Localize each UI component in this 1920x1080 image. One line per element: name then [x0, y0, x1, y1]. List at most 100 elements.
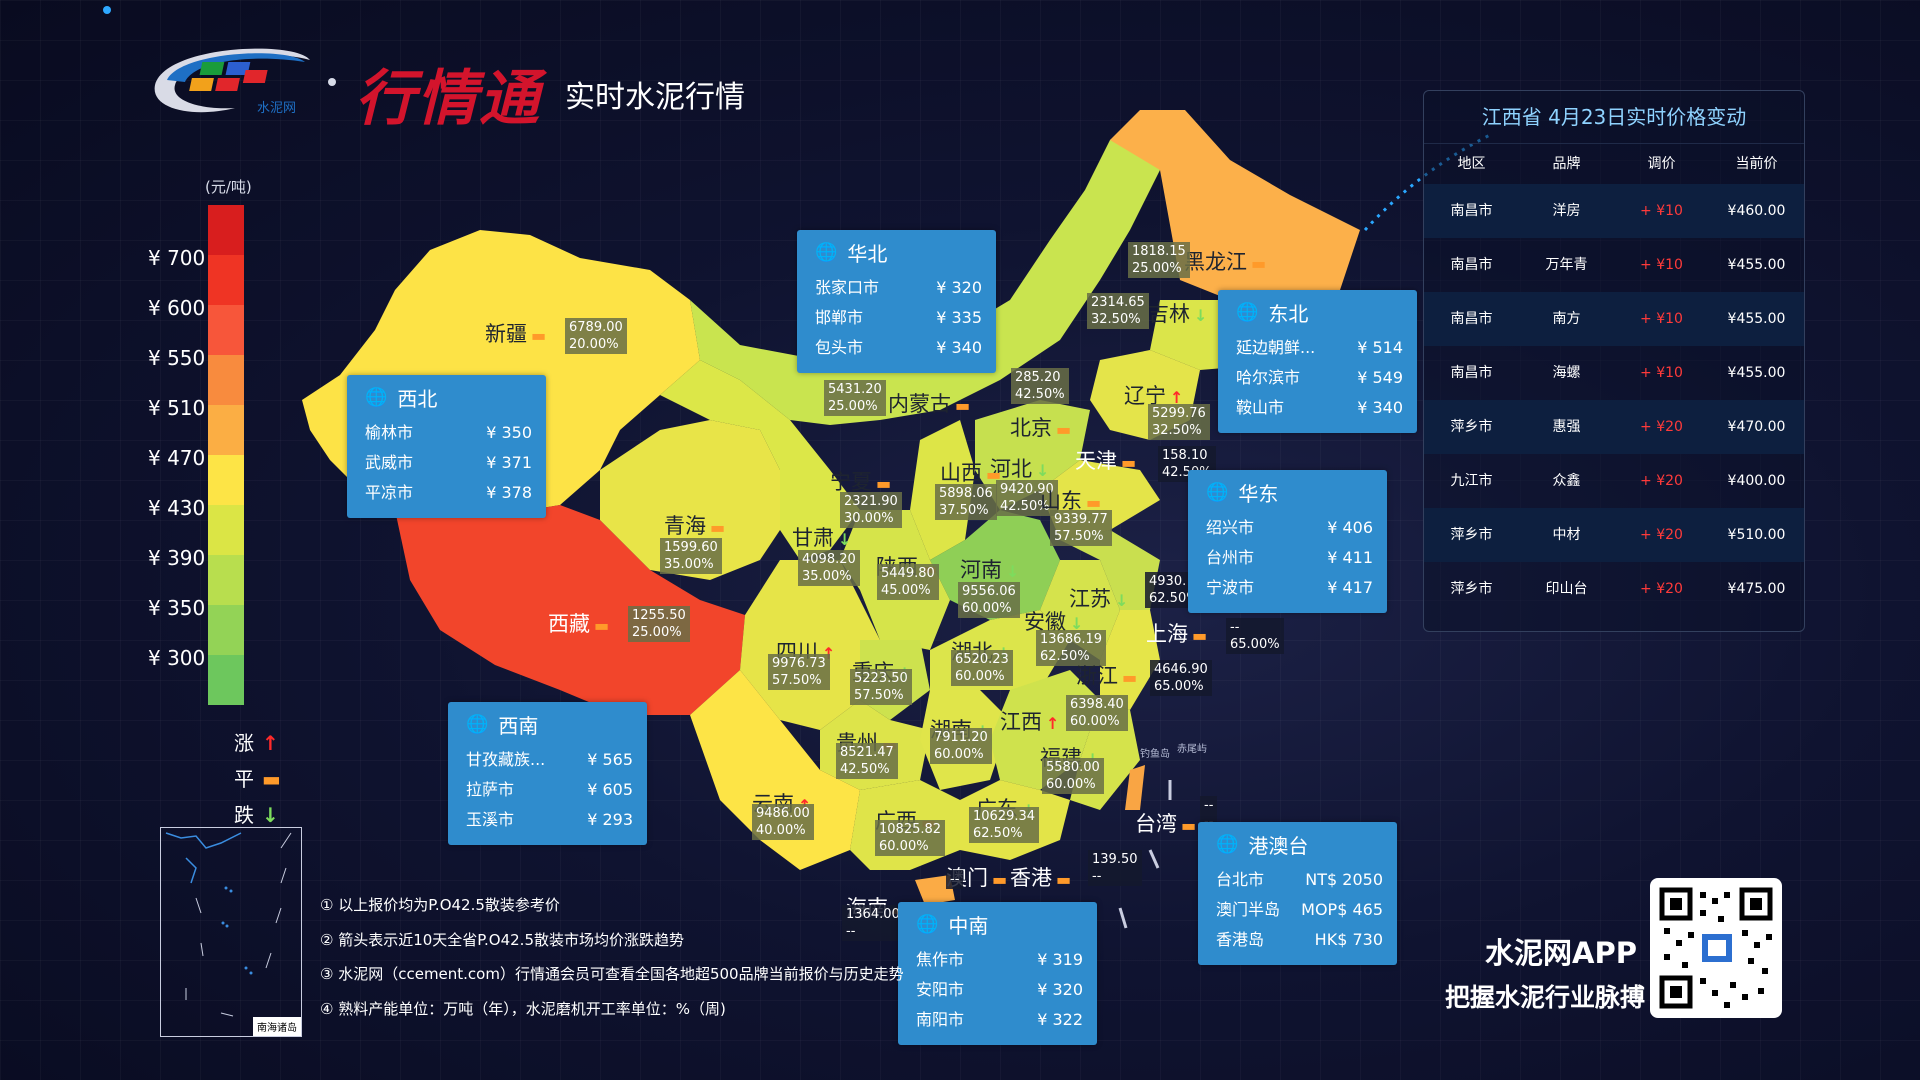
province-label[interactable]: 甘肃 ↓: [792, 526, 852, 550]
province-label[interactable]: 台湾 ▬: [1135, 812, 1197, 836]
legend-tick-label: ¥ 600: [148, 296, 206, 320]
region-row: 哈尔滨市 ¥ 549: [1236, 368, 1403, 387]
globe-icon: 🌐: [466, 714, 489, 735]
region-box-zhongnan[interactable]: 🌐 中南 焦作市 ¥ 319 安阳市 ¥ 320 南阳市 ¥ 322: [898, 902, 1097, 1045]
table-row[interactable]: 萍乡市 印山台 + ¥20 ¥475.00: [1424, 562, 1804, 616]
region-box-gangaotai[interactable]: 🌐 港澳台 台北市 NT$ 2050 澳门半岛 MOP$ 465 香港岛 HK$ 730: [1198, 822, 1397, 965]
table-cell: + ¥10: [1640, 365, 1683, 381]
province-stat: 6789.00 20.00%: [565, 318, 627, 354]
footnotes: ① 以上报价均为P.O42.5散装参考价 ② 箭头表示近10天全省P.O42.5…: [320, 888, 904, 1026]
table-cell: ¥455.00: [1727, 257, 1786, 273]
legend-color-step: [208, 355, 244, 405]
trend-down-icon: ↓: [1070, 614, 1084, 633]
province-stat: 4646.90 65.00%: [1150, 660, 1212, 696]
table-row[interactable]: 南昌市 海螺 + ¥10 ¥455.00: [1424, 346, 1804, 400]
province-stat: 9976.73 57.50%: [768, 654, 830, 690]
province-label[interactable]: 上海 ▬: [1146, 622, 1208, 646]
table-cell: 南方: [1552, 311, 1581, 327]
company-logo: 水泥网: [154, 48, 310, 116]
region-row: 甘孜藏族... ¥ 565: [466, 750, 633, 769]
province-label[interactable]: 山东 ▬: [1040, 489, 1102, 513]
legend-tick-label: ¥ 350: [148, 596, 206, 620]
table-row[interactable]: 九江市 众鑫 + ¥20 ¥400.00: [1424, 454, 1804, 508]
globe-icon: 🌐: [365, 387, 388, 408]
header-current-price: 当前价: [1735, 156, 1778, 172]
province-stat: 4098.20 35.00%: [798, 550, 860, 586]
table-cell: 惠强: [1552, 419, 1581, 435]
province-label[interactable]: 河北 ↓: [990, 457, 1050, 481]
trend-flat-icon: ▬: [1086, 493, 1102, 512]
trend-up-icon: ↑: [1170, 388, 1184, 407]
table-cell: ¥460.00: [1727, 203, 1786, 219]
province-label[interactable]: 北京 ▬: [1010, 416, 1072, 440]
table-cell: 南昌市: [1450, 311, 1493, 327]
table-cell: 众鑫: [1552, 473, 1581, 489]
qr-code[interactable]: [1650, 878, 1782, 1018]
region-box-huabei[interactable]: 🌐 华北 张家口市 ¥ 320 邯郸市 ¥ 335 包头市 ¥ 340: [797, 230, 996, 373]
trend-flat-icon: ▬: [1192, 626, 1208, 645]
province-label[interactable]: 香港 ▬: [1010, 866, 1072, 890]
legend-tick-label: ¥ 430: [148, 496, 206, 520]
province-label[interactable]: 天津 ▬: [1075, 449, 1137, 473]
globe-icon: 🌐: [916, 914, 939, 935]
table-row[interactable]: 萍乡市 中材 + ¥20 ¥510.00: [1424, 508, 1804, 562]
province-label[interactable]: 江西 ↑: [1000, 710, 1060, 734]
region-row: 玉溪市 ¥ 293: [466, 810, 633, 829]
province-label[interactable]: 青海 ▬: [664, 514, 726, 538]
trend-flat-icon: ▬: [992, 870, 1008, 889]
legend-tick-label: ¥ 300: [148, 646, 206, 670]
table-cell: + ¥20: [1640, 419, 1683, 435]
province-label[interactable]: 黑龙江 ▬: [1184, 250, 1267, 274]
region-row: 拉萨市 ¥ 605: [466, 780, 633, 799]
table-cell: 萍乡市: [1450, 419, 1493, 435]
region-row: 平凉市 ¥ 378: [365, 483, 532, 502]
province-xizang: [395, 505, 745, 715]
region-title: 华东: [1238, 482, 1279, 506]
region-row: 绍兴市 ¥ 406: [1206, 518, 1373, 537]
region-box-xinan[interactable]: 🌐 西南 甘孜藏族... ¥ 565 拉萨市 ¥ 605 玉溪市 ¥ 293: [448, 702, 647, 845]
inset-label: 南海诸岛: [253, 1017, 301, 1036]
province-label[interactable]: 江苏 ↓: [1069, 587, 1129, 611]
table-cell: 中材: [1552, 527, 1581, 543]
province-label[interactable]: 河南 ↓: [960, 558, 1020, 582]
note-2: ② 箭头表示近10天全省P.O42.5散装市场均价涨跌趋势: [320, 930, 684, 949]
legend-tick-label: ¥ 700: [148, 246, 206, 270]
region-row: 邯郸市 ¥ 335: [815, 308, 982, 327]
page-title: 实时水泥行情: [565, 80, 745, 115]
table-row[interactable]: 萍乡市 惠强 + ¥20 ¥470.00: [1424, 400, 1804, 454]
region-box-xibei[interactable]: 🌐 西北 榆林市 ¥ 350 武威市 ¥ 371 平凉市 ¥ 378: [347, 375, 546, 518]
note-4: ④ 熟料产能单位：万吨（年），水泥磨机开工率单位：%（周): [320, 999, 726, 1018]
header-adjustment: 调价: [1647, 156, 1676, 172]
table-cell: 南昌市: [1450, 203, 1493, 219]
table-row[interactable]: 南昌市 南方 + ¥10 ¥455.00: [1424, 292, 1804, 346]
province-stat: 5299.76 32.50%: [1148, 404, 1210, 440]
table-row[interactable]: 南昌市 洋房 + ¥10 ¥460.00: [1424, 184, 1804, 238]
table-cell: ¥475.00: [1727, 581, 1786, 597]
province-stat: 5898.06 37.50%: [935, 484, 997, 520]
region-row: 香港岛 HK$ 730: [1216, 930, 1383, 949]
province-label[interactable]: 吉林 ↓: [1148, 302, 1208, 326]
sea-boundary-mark: [1148, 849, 1160, 869]
province-label[interactable]: 山西 ▬: [940, 461, 1002, 485]
table-cell: ¥455.00: [1727, 311, 1786, 327]
province-label[interactable]: 内蒙古 ▬: [888, 392, 971, 416]
province-stat: 1255.50 25.00%: [628, 606, 690, 642]
trend-legend-flat: 平 ▬: [234, 767, 281, 791]
province-label[interactable]: 新疆 ▬: [485, 322, 547, 346]
table-cell: 印山台: [1545, 581, 1588, 597]
province-label[interactable]: 浙江 ▬: [1076, 664, 1138, 688]
region-box-dongbei[interactable]: 🌐 东北 延边朝鲜... ¥ 514 哈尔滨市 ¥ 549 鞍山市 ¥ 340: [1218, 290, 1417, 433]
table-cell: 万年青: [1545, 257, 1588, 273]
province-stat: 8521.47 42.50%: [836, 743, 898, 779]
province-label[interactable]: 宁夏 ▬: [830, 470, 892, 494]
trend-up-icon: ↑: [1046, 714, 1060, 733]
province-taiwan: [1125, 765, 1145, 810]
trend-flat-icon: ▬: [710, 518, 726, 537]
trend-flat-icon: ▬: [1056, 420, 1072, 439]
province-label[interactable]: 西藏 ▬: [548, 612, 610, 636]
table-header: 地区 品牌 调价 当前价: [1424, 144, 1804, 184]
table-row[interactable]: 南昌市 万年青 + ¥10 ¥455.00: [1424, 238, 1804, 292]
region-box-huadong[interactable]: 🌐 华东 绍兴市 ¥ 406 台州市 ¥ 411 宁波市 ¥ 417: [1188, 470, 1387, 613]
corner-dot: [103, 6, 111, 14]
region-row: 南阳市 ¥ 322: [916, 1010, 1083, 1029]
